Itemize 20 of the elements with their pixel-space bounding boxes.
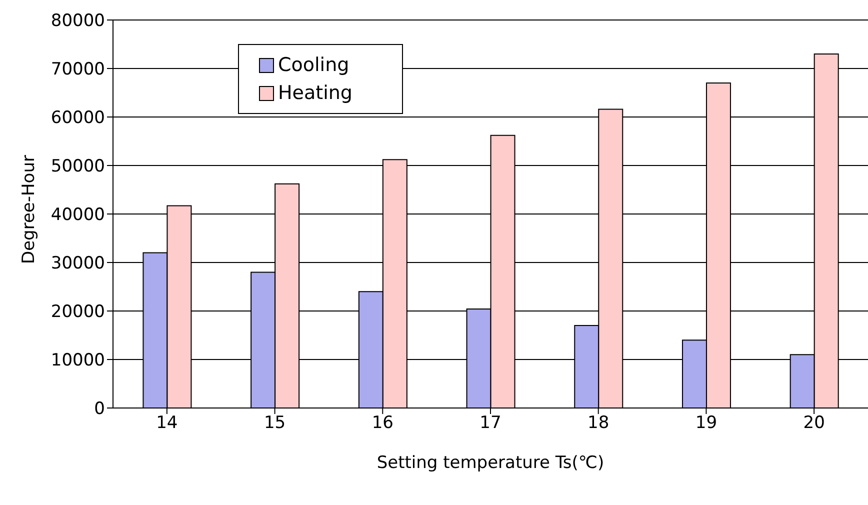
x-tick-label: 18 xyxy=(588,413,610,434)
x-axis-title: Setting temperature Ts(℃) xyxy=(376,453,604,473)
y-tick-label: 40000 xyxy=(50,205,105,226)
y-tick-label: 80000 xyxy=(50,11,105,32)
y-tick-label: 0 xyxy=(94,399,105,420)
y-tick-label: 20000 xyxy=(50,302,105,322)
y-tick-label: 50000 xyxy=(50,156,105,177)
legend-label: Cooling xyxy=(278,53,350,78)
y-axis-title: Degree-Hour xyxy=(19,155,40,264)
x-tick-label: 16 xyxy=(372,413,394,434)
x-tick-label: 15 xyxy=(264,413,286,434)
y-tick-label: 30000 xyxy=(50,254,105,274)
x-tick-label: 20 xyxy=(803,413,825,434)
x-tick-label: 19 xyxy=(695,413,718,434)
y-tick-label: 10000 xyxy=(50,350,105,371)
x-tick-label: 17 xyxy=(480,413,502,434)
y-tick-label: 60000 xyxy=(50,108,105,128)
legend-label: Heating xyxy=(278,81,352,106)
x-tick-label: 14 xyxy=(156,413,178,434)
y-tick-label: 70000 xyxy=(50,60,105,80)
